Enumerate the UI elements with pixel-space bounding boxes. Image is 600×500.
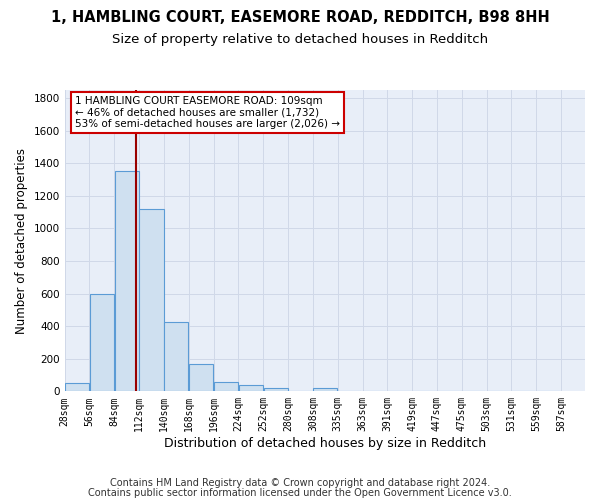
Y-axis label: Number of detached properties: Number of detached properties xyxy=(15,148,28,334)
Text: Contains HM Land Registry data © Crown copyright and database right 2024.: Contains HM Land Registry data © Crown c… xyxy=(110,478,490,488)
Bar xyxy=(65,383,89,392)
Bar xyxy=(239,385,263,392)
Text: 1 HAMBLING COURT EASEMORE ROAD: 109sqm
← 46% of detached houses are smaller (1,7: 1 HAMBLING COURT EASEMORE ROAD: 109sqm ←… xyxy=(75,96,340,129)
Bar xyxy=(90,294,114,392)
Text: 1, HAMBLING COURT, EASEMORE ROAD, REDDITCH, B98 8HH: 1, HAMBLING COURT, EASEMORE ROAD, REDDIT… xyxy=(50,10,550,25)
Bar xyxy=(313,388,337,392)
Bar xyxy=(139,209,164,392)
Bar xyxy=(189,364,213,392)
Bar xyxy=(164,322,188,392)
X-axis label: Distribution of detached houses by size in Redditch: Distribution of detached houses by size … xyxy=(164,437,486,450)
Text: Size of property relative to detached houses in Redditch: Size of property relative to detached ho… xyxy=(112,32,488,46)
Text: Contains public sector information licensed under the Open Government Licence v3: Contains public sector information licen… xyxy=(88,488,512,498)
Bar xyxy=(115,172,139,392)
Bar xyxy=(263,388,287,392)
Bar xyxy=(214,382,238,392)
